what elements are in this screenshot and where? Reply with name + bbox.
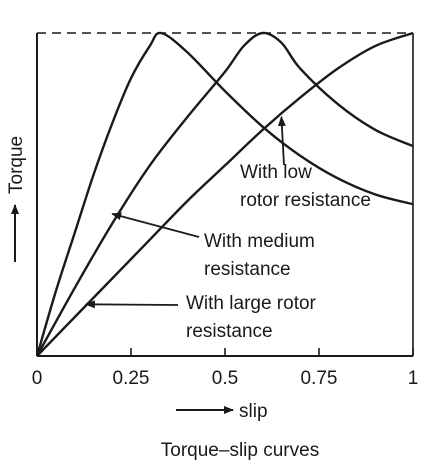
annotation-text: resistance bbox=[186, 321, 273, 342]
annotation-text: With large rotor bbox=[186, 293, 317, 314]
x-axis-label-group: slip bbox=[176, 401, 268, 422]
annotation-text: With low bbox=[240, 162, 312, 183]
annotation-text: With medium bbox=[204, 231, 315, 252]
annotation-text: resistance bbox=[204, 259, 291, 280]
x-tick-label: 0.75 bbox=[301, 368, 338, 389]
y-axis-label: Torque bbox=[6, 136, 27, 194]
x-tick-label: 1 bbox=[408, 368, 419, 389]
x-axis-label: slip bbox=[239, 401, 268, 422]
annotation-arrow bbox=[111, 212, 200, 238]
y-axis-label-group: Torque bbox=[6, 136, 27, 262]
x-tick-label: 0.5 bbox=[212, 368, 238, 389]
annotation-arrow bbox=[84, 300, 179, 309]
series-line-medium bbox=[35, 31, 414, 357]
annotation-arrow bbox=[277, 115, 286, 166]
annotation-text: rotor resistance bbox=[240, 190, 371, 211]
chart-caption: Torque–slip curves bbox=[161, 440, 319, 461]
x-tick-label: 0 bbox=[32, 368, 43, 389]
series-line-low bbox=[35, 31, 414, 357]
x-tick-label: 0.25 bbox=[113, 368, 150, 389]
series-line-large bbox=[36, 31, 414, 357]
